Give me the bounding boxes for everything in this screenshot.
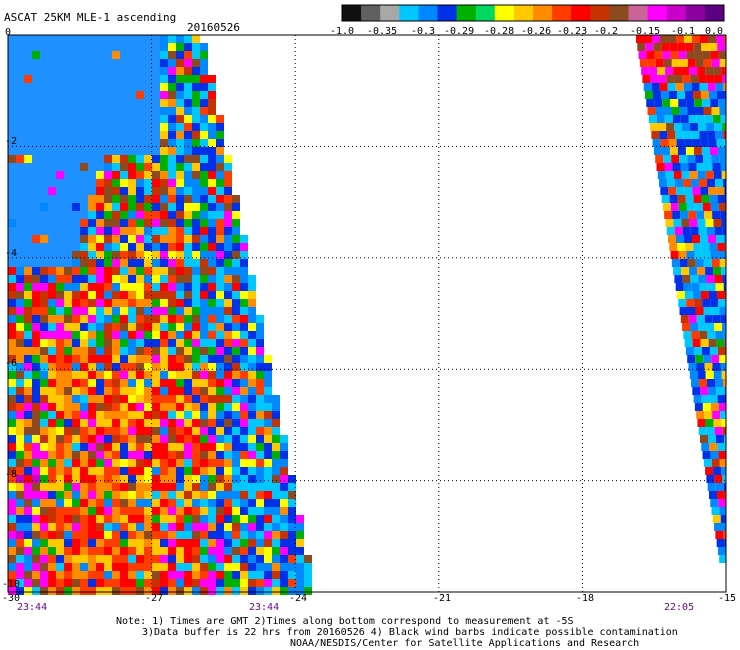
colorbar-tick-label: -0.26 (521, 26, 552, 37)
grid-lines (8, 35, 726, 592)
colorbar (341, 4, 725, 22)
x-tick-label: -30 (2, 593, 21, 604)
colorbar-swatch (418, 5, 438, 21)
colorbar-tick-label: -0.2 (594, 26, 619, 37)
colorbar-swatch (475, 5, 496, 21)
colorbar-tick-label: -0.23 (557, 26, 588, 37)
colorbar-swatch (399, 5, 419, 21)
pass-time: 22:05 (664, 602, 695, 613)
colorbar-tick-label: -1.0 (330, 26, 355, 37)
map-date: 20160526 (187, 21, 240, 34)
pass-time: 23:44 (249, 602, 280, 613)
colorbar-swatch (609, 5, 629, 21)
colorbar-tick-label: -0.29 (444, 26, 475, 37)
x-tick-label: -18 (576, 593, 595, 604)
y-tick-label: -4 (5, 248, 18, 259)
colorbar-swatch (456, 5, 477, 21)
x-tick-label: -21 (433, 593, 452, 604)
mle-swaths (8, 35, 726, 595)
x-tick-label: -27 (145, 593, 164, 604)
colorbar-swatch (513, 5, 534, 21)
colorbar-tick-label: -0.3 (411, 26, 436, 37)
colorbar-swatch (685, 5, 706, 21)
colorbar-swatch (590, 5, 610, 21)
colorbar-tick-label: 0.0 (705, 26, 724, 37)
colorbar-swatch (647, 5, 668, 21)
colorbar-tick-label: -0.1 (671, 26, 696, 37)
colorbar-swatch (361, 5, 381, 21)
colorbar-swatch (342, 5, 362, 21)
colorbar-frame (341, 4, 725, 22)
y-tick-label: -6 (5, 358, 18, 369)
y-tick-label: 0 (5, 27, 12, 38)
y-tick-label: -8 (5, 469, 18, 480)
colorbar-swatch (704, 5, 725, 21)
map-title: ASCAT 25KM MLE-1 ascending (4, 11, 177, 24)
colorbar-swatch (571, 5, 591, 21)
y-tick-label: -10 (2, 579, 21, 590)
x-tick-label: -15 (718, 593, 737, 604)
pass-time: 23:44 (17, 602, 48, 613)
note-line-2: 3)Data buffer is 22 hrs from 20160526 4)… (142, 627, 678, 638)
colorbar-swatch (380, 5, 400, 21)
note-line-1: Note: 1) Times are GMT 2)Times along bot… (116, 616, 574, 627)
colorbar-swatch (628, 5, 649, 21)
colorbar-swatch (437, 5, 458, 21)
x-tick-label: -24 (289, 593, 308, 604)
colorbar-swatch (552, 5, 572, 21)
colorbar-swatch (494, 5, 515, 21)
colorbar-tick-label: -0.15 (630, 26, 661, 37)
colorbar-swatch (533, 5, 553, 21)
plot-frame (7, 34, 727, 593)
colorbar-tick-label: -0.35 (367, 26, 398, 37)
colorbar-tick-label: -0.28 (484, 26, 515, 37)
y-tick-label: -2 (5, 136, 18, 147)
colorbar-swatch (666, 5, 687, 21)
note-line-3: NOAA/NESDIS/Center for Satellite Applica… (290, 638, 640, 649)
